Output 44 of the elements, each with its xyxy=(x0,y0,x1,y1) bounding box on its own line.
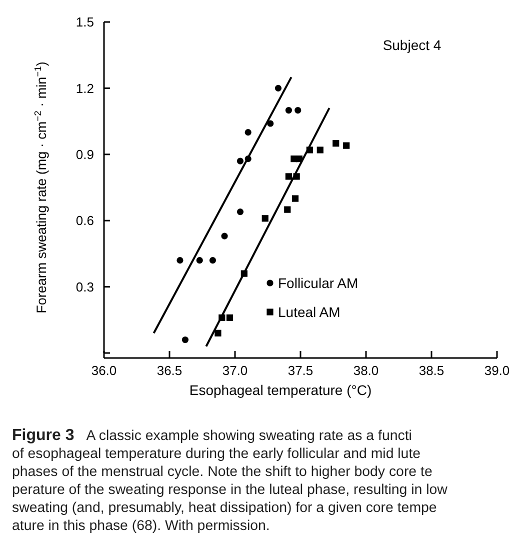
x-tick-label: 38.5 xyxy=(418,363,444,378)
point xyxy=(226,314,234,321)
point xyxy=(284,206,291,213)
point xyxy=(182,336,189,344)
point xyxy=(292,195,299,202)
point xyxy=(262,215,268,222)
legend-label: Follicular AM xyxy=(278,274,358,291)
point xyxy=(236,158,244,164)
text: A classic example showing sweating rate as a functi xyxy=(86,428,412,444)
point xyxy=(274,84,282,92)
x-tick-label: 36.0 xyxy=(91,363,117,378)
x-tick-label: 38.0 xyxy=(353,363,379,378)
x-axis-title: Esophageal temperature (°C) xyxy=(189,382,372,398)
x-tick-label: 37.5 xyxy=(288,363,314,378)
y-tick-label: 0.6 xyxy=(76,213,94,228)
point xyxy=(176,257,184,264)
y-tick-label: 0.3 xyxy=(76,279,94,294)
text: phases of the menstrual cycle. Note the shift to higher body core te xyxy=(12,464,432,480)
text: perature of the sweating response in the luteal phase, resulting in low xyxy=(12,482,448,498)
y-tick-label: 1.2 xyxy=(76,80,94,96)
point xyxy=(196,257,203,264)
point xyxy=(343,142,350,149)
y-tick-label: 0.9 xyxy=(76,146,94,162)
point xyxy=(221,232,228,240)
point xyxy=(332,140,340,147)
point xyxy=(236,208,244,216)
point xyxy=(209,257,216,264)
point xyxy=(244,129,252,136)
text: Subject 4 xyxy=(382,37,442,53)
caption: Figure 3 xyxy=(12,427,74,444)
x-tick-label: 39.0 xyxy=(484,363,510,378)
point xyxy=(285,173,292,180)
point xyxy=(267,120,274,127)
point xyxy=(214,330,222,336)
x-tick-label: 36.5 xyxy=(156,363,182,378)
legend-label: Luteal AM xyxy=(278,304,340,320)
text: sweating (and, presumably, heat dissipation) for a given core tempe xyxy=(12,500,437,516)
point xyxy=(294,106,302,114)
text: ature in this phase (68). With permission. xyxy=(12,518,270,534)
text: of esophageal temperature during the early follicular and mid lute xyxy=(12,446,421,462)
y-tick-label: 1.5 xyxy=(76,14,94,30)
x-tick-label: 37.0 xyxy=(222,363,248,378)
point xyxy=(316,146,324,154)
point xyxy=(285,106,292,114)
